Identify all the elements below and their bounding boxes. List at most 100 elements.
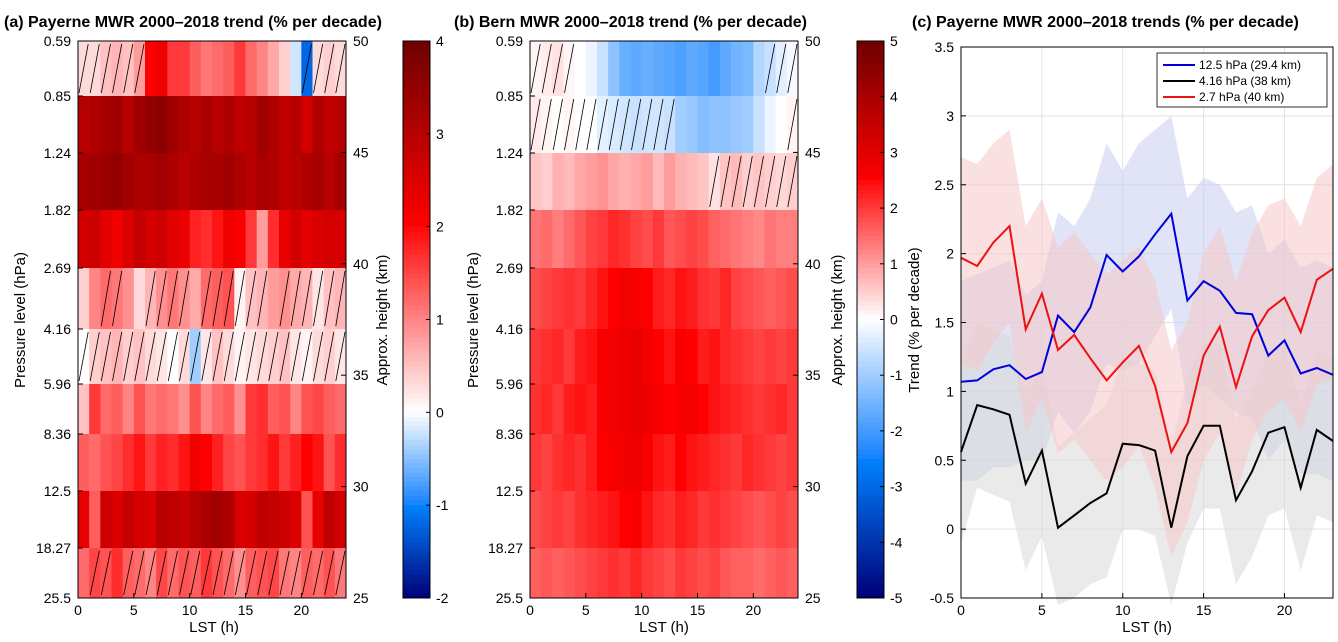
y-tick-label: 0: [946, 521, 954, 537]
hatch-line: [212, 331, 223, 382]
heatmap-cell: [686, 210, 698, 268]
heatmap-cell: [641, 548, 654, 598]
heatmap-cell: [111, 210, 124, 268]
colorbar-segment: [857, 189, 884, 195]
heatmap-cell: [290, 491, 302, 548]
heatmap-cell: [145, 210, 157, 268]
colorbar-segment: [857, 208, 884, 214]
heatmap-cell: [111, 548, 124, 598]
heatmap-cell: [786, 268, 799, 329]
height-tick-label: 30: [805, 479, 821, 495]
heatmap-cell: [630, 210, 643, 268]
hatch-line: [731, 155, 742, 208]
colorbar-segment: [403, 92, 430, 98]
heatmap-cell: [630, 153, 643, 210]
colorbar-segment: [857, 147, 884, 153]
heatmap-cell: [156, 491, 168, 548]
colorbar-segment: [403, 574, 430, 580]
hatch-line: [201, 331, 212, 382]
heatmap-cell: [156, 384, 168, 434]
colorbar-segment: [857, 78, 884, 84]
panel-c-legend: 12.5 hPa (29.4 km) 4.16 hPa (38 km) 2.7 hP…: [1156, 52, 1328, 108]
heatmap-cell: [630, 384, 643, 434]
x-tick-label: 5: [1038, 602, 1046, 618]
heatmap-cell: [200, 491, 213, 548]
heatmap-cell: [301, 491, 313, 548]
heatmap-cell: [675, 548, 687, 598]
heatmap-cell: [189, 268, 202, 329]
heatmap-cell: [156, 153, 168, 210]
colorbar-segment: [403, 231, 430, 237]
heatmap-cell: [585, 434, 598, 491]
heatmap-cell: [630, 491, 643, 548]
heatmap-cell: [619, 153, 631, 210]
colorbar-segment: [857, 463, 884, 469]
heatmap-cell: [167, 491, 179, 548]
heatmap-cell: [200, 41, 213, 96]
hatch-line: [100, 550, 111, 596]
heatmap-cell: [234, 153, 246, 210]
heatmap-cell: [731, 268, 743, 329]
y-tick-label: 4.16: [44, 321, 71, 337]
hatch-line: [179, 270, 190, 327]
legend-label: 12.5 hPa (29.4 km): [1199, 58, 1301, 72]
heatmap-cell: [753, 210, 765, 268]
colorbar-segment: [857, 268, 884, 274]
colorbar-segment: [403, 570, 430, 576]
panel-a-heatmap-cells: [78, 41, 347, 598]
heatmap-cell: [597, 153, 609, 210]
heatmap-cell: [574, 548, 587, 598]
heatmap-cell: [675, 268, 687, 329]
panel-a-xlabel: LST (h): [189, 619, 239, 636]
heatmap-cell: [630, 434, 643, 491]
heatmap-cell: [574, 384, 587, 434]
heatmap-cell: [279, 153, 291, 210]
colorbar-segment: [403, 249, 430, 256]
colorbar-segment: [857, 212, 884, 218]
heatmap-cell: [530, 329, 542, 384]
heatmap-cell: [664, 41, 676, 96]
heatmap-cell: [530, 153, 542, 210]
colorbar-segment: [857, 101, 884, 107]
x-tick-label: 5: [582, 602, 590, 618]
colorbar-segment: [403, 203, 430, 209]
heatmap-cell: [619, 41, 631, 96]
heatmap-cell: [178, 96, 191, 153]
colorbar-segment: [403, 509, 430, 515]
x-tick-label: 10: [182, 602, 198, 618]
hatch-line: [268, 550, 279, 596]
heatmap-cell: [630, 548, 643, 598]
heatmap-cell: [189, 41, 202, 96]
heatmap-cell: [245, 41, 258, 96]
colorbar-segment: [403, 338, 430, 344]
heatmap-cell: [764, 329, 777, 384]
colorbar-segment: [857, 393, 884, 399]
heatmap-cell: [167, 210, 179, 268]
heatmap-cell: [630, 268, 643, 329]
heatmap-cell: [122, 434, 135, 491]
heatmap-cell: [708, 96, 721, 153]
colorbar-segment: [857, 328, 884, 334]
hatch-line: [765, 155, 776, 208]
hatch-line: [145, 270, 156, 327]
colorbar-tick-label: 2: [890, 200, 898, 216]
panel-b-title: (b) Bern MWR 2000–2018 trend (% per deca…: [454, 14, 807, 31]
heatmap-cell: [563, 153, 576, 210]
colorbar-segment: [857, 152, 884, 158]
colorbar-segment: [857, 119, 884, 126]
hatch-line: [123, 43, 134, 94]
heatmap-cell: [189, 210, 202, 268]
heatmap-cell: [719, 41, 732, 96]
colorbar-segment: [857, 166, 884, 172]
heatmap-cell: [189, 491, 202, 548]
heatmap-cell: [619, 491, 631, 548]
colorbar-segment: [857, 245, 884, 251]
heatmap-cell: [585, 548, 598, 598]
heatmap-cell: [775, 329, 788, 384]
heatmap-cell: [764, 96, 777, 153]
colorbar-segment: [403, 287, 430, 293]
colorbar-segment: [403, 73, 430, 79]
colorbar-tick-label: -2: [890, 423, 903, 439]
panel-c-uncertainty-bands: [961, 115, 1333, 605]
heatmap-cell: [552, 491, 564, 548]
